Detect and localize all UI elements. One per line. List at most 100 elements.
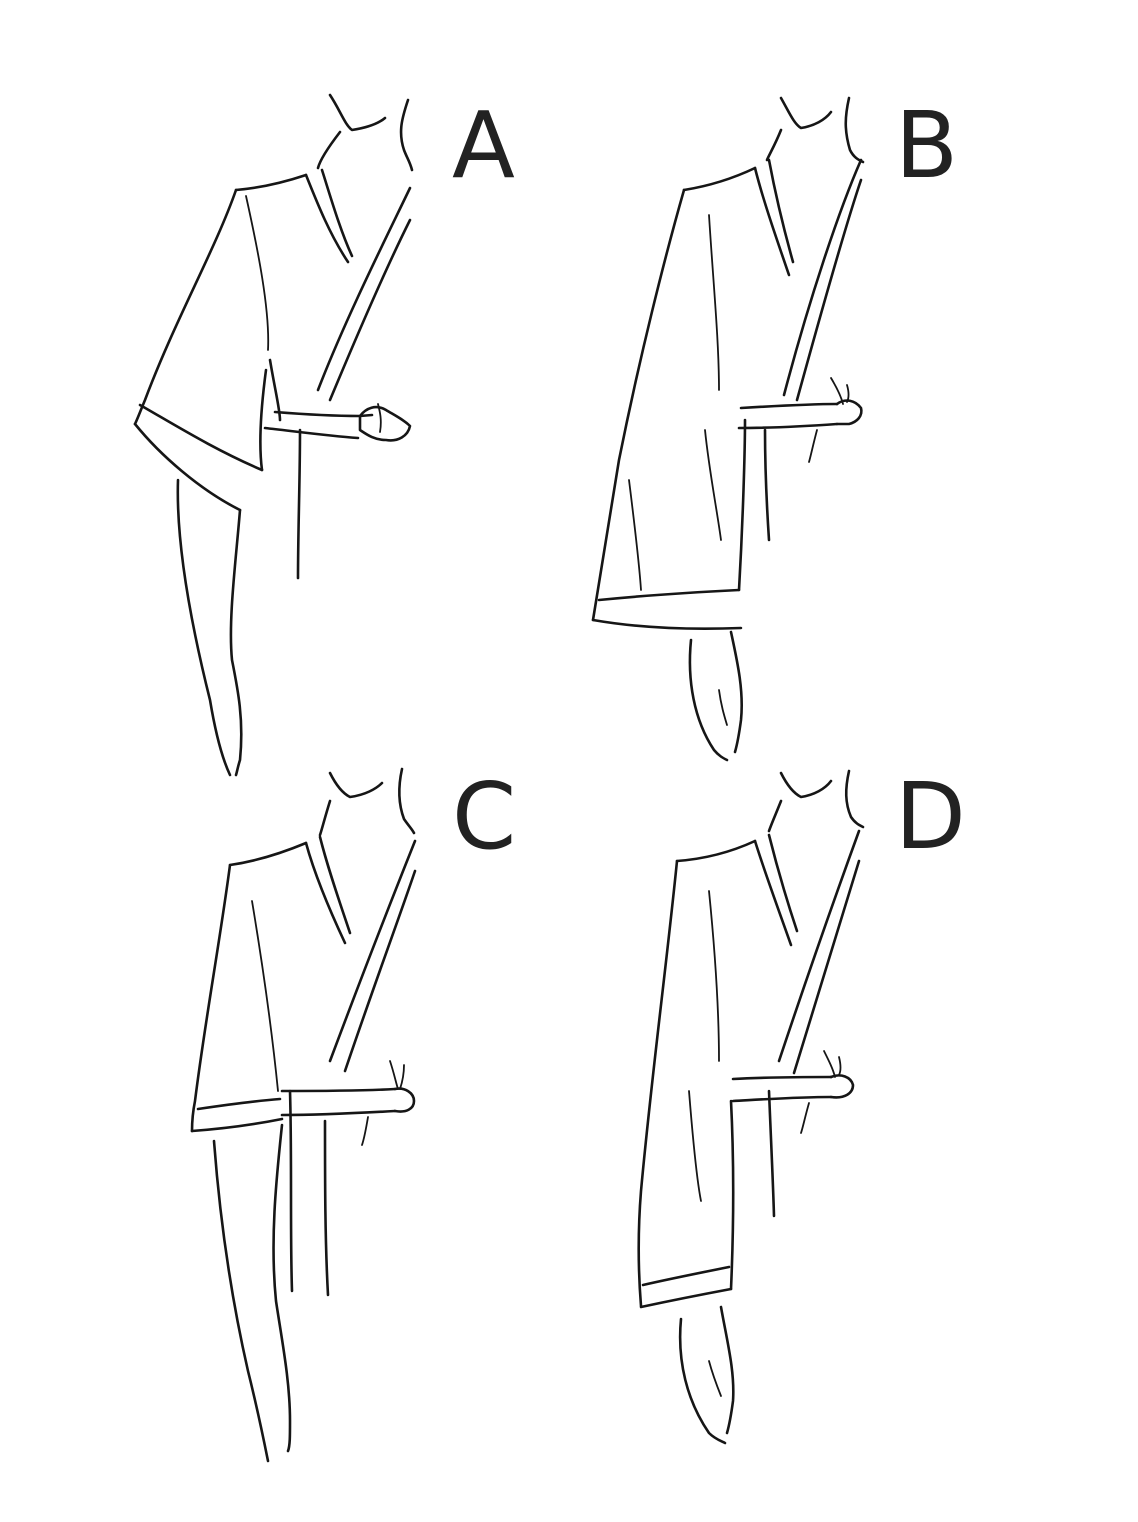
front-opening <box>296 428 302 580</box>
belt-knot <box>358 405 412 442</box>
shoulder-neck <box>767 799 783 833</box>
arm-back <box>176 478 232 777</box>
hand-inner <box>729 630 743 754</box>
sleeve-fold <box>251 900 279 1092</box>
sleeve-cuff-top <box>597 588 741 602</box>
belt-bottom <box>737 422 839 430</box>
sleeve-fold <box>245 195 270 351</box>
collar-outer <box>753 839 793 947</box>
arm-front <box>272 1123 292 1453</box>
neck-side <box>399 98 414 172</box>
collar-outer <box>304 841 347 945</box>
sleeve-outer <box>591 188 686 622</box>
sleeve-fold-2 <box>688 1090 702 1202</box>
collar-front-outer <box>782 158 863 397</box>
sleeve-outer <box>637 859 679 1308</box>
shoulder-neck <box>765 128 783 162</box>
shoulder-line <box>682 166 757 192</box>
front-opening <box>763 428 771 542</box>
shoulder-neck <box>316 130 342 170</box>
collar-inner <box>320 168 354 258</box>
belt-knot-detail <box>377 403 382 433</box>
belt-knot <box>835 399 863 426</box>
belt-bottom <box>731 1095 833 1103</box>
sleeve-fold-3 <box>704 429 722 541</box>
label-a: A <box>452 92 515 199</box>
panel-c: C <box>0 761 569 1522</box>
belt-top <box>731 1075 833 1081</box>
shoulder-line <box>675 839 757 863</box>
belt-tie <box>823 1050 842 1078</box>
neck-line <box>328 771 384 799</box>
hand <box>678 1317 727 1445</box>
sleeve-cuff-top <box>641 1265 731 1287</box>
sleeve-underside <box>259 368 268 472</box>
collar-inner <box>767 833 799 933</box>
belt-knot <box>829 1074 855 1099</box>
belt-bottom <box>263 426 360 440</box>
sleeve-fold-2 <box>628 479 642 591</box>
collar-front-inner <box>792 859 861 1075</box>
hand-inner <box>719 1305 735 1435</box>
neck-side <box>844 96 865 164</box>
belt-knot <box>393 1087 416 1113</box>
collar-inner <box>767 158 795 264</box>
collar-front-outer <box>777 829 861 1063</box>
collar-outer <box>304 173 350 264</box>
panel-b: B <box>569 0 1138 762</box>
sleeve-cuff-bottom <box>639 1287 733 1309</box>
neck-line <box>328 93 387 132</box>
body-front <box>288 1089 294 1293</box>
neck-line <box>779 96 833 130</box>
belt-top <box>273 410 374 418</box>
collar-front-outer <box>316 186 412 392</box>
shoulder-line <box>228 841 308 867</box>
sleeve-top <box>133 188 238 426</box>
belt-top <box>739 402 839 410</box>
collar-front-inner <box>328 218 412 402</box>
belt-tie <box>830 377 850 405</box>
belt-top <box>280 1087 397 1093</box>
front-opening <box>323 1119 330 1297</box>
collar-front-inner <box>795 178 863 402</box>
panel-a: A <box>0 0 569 777</box>
sleeve-cuff-bottom <box>591 618 743 631</box>
shoulder-neck <box>318 799 332 837</box>
belt-tie-hang <box>361 1116 369 1146</box>
sleeve-cuff-top <box>138 403 264 472</box>
robe-sketch-c <box>190 767 417 1463</box>
thumb <box>718 689 728 726</box>
robe-sketch-d <box>637 769 865 1445</box>
thumb <box>708 1360 722 1397</box>
belt-tie <box>389 1060 405 1090</box>
robe-sketch-a <box>133 93 414 777</box>
sleeve-cuff-bottom <box>133 422 242 512</box>
label-b: B <box>895 92 959 199</box>
hand <box>688 638 729 762</box>
arm-back <box>212 1139 270 1463</box>
arm-front <box>229 508 243 777</box>
neck-side <box>844 769 865 829</box>
body-side <box>268 358 282 422</box>
sleeve-fold-1 <box>708 890 720 1062</box>
sleeve-cuff-top <box>196 1097 282 1111</box>
neck-line <box>779 771 833 799</box>
sleeve-inner <box>729 1099 735 1291</box>
collar-front-inner <box>343 869 417 1073</box>
neck-side <box>397 767 416 835</box>
sleeve-inner <box>737 418 747 592</box>
panel-d: D <box>569 761 1138 1522</box>
belt-bottom <box>280 1109 397 1117</box>
sleeve-outer <box>190 863 232 1133</box>
front-opening <box>767 1089 776 1218</box>
label-d: D <box>895 763 966 870</box>
belt-tie-hang <box>808 429 818 463</box>
sleeve-fold-1 <box>708 214 720 391</box>
collar-inner <box>318 835 352 935</box>
belt-tie-hang <box>800 1102 810 1134</box>
robe-sketch-b <box>591 96 865 762</box>
collar-front-outer <box>328 839 417 1063</box>
label-c: C <box>452 763 517 870</box>
sleeve-cuff-bottom <box>190 1117 284 1133</box>
shoulder-line <box>234 173 308 192</box>
